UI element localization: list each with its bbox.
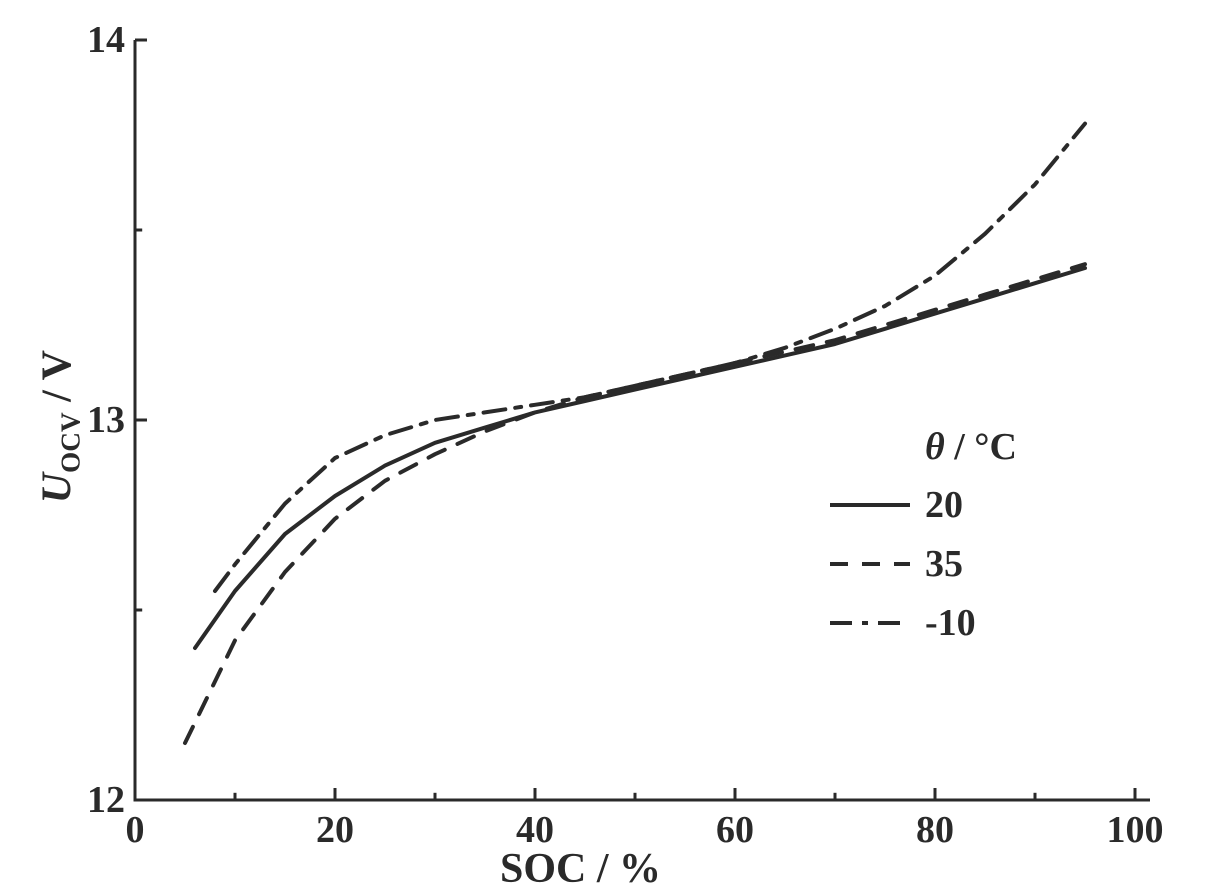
y-tick-label: 12 [75, 778, 125, 822]
legend: θ / °C 20 35 -10 [830, 425, 1017, 650]
y-tick-label: 14 [75, 18, 125, 62]
legend-label: 20 [925, 483, 963, 527]
x-tick-label: 100 [1105, 808, 1165, 852]
legend-theta: θ [925, 426, 945, 468]
x-tick-label: 80 [905, 808, 965, 852]
legend-label: 35 [925, 542, 963, 586]
legend-swatch [830, 495, 910, 515]
legend-items: 20 35 -10 [830, 477, 1017, 650]
legend-item: 20 [830, 477, 1017, 532]
legend-label: -10 [925, 601, 976, 645]
legend-swatch [830, 554, 910, 574]
x-tick-label: 40 [505, 808, 565, 852]
plot-svg [0, 0, 1216, 896]
x-tick-label: 20 [305, 808, 365, 852]
legend-swatch [830, 613, 910, 633]
x-tick-label: 60 [705, 808, 765, 852]
legend-title: θ / °C [830, 425, 1017, 469]
ocv-soc-chart: UOCV / V SOC / % 020406080100121314 θ / … [0, 0, 1216, 896]
legend-item: -10 [830, 595, 1017, 650]
y-tick-label: 13 [75, 398, 125, 442]
legend-item: 35 [830, 536, 1017, 591]
legend-suffix: / °C [945, 426, 1017, 468]
